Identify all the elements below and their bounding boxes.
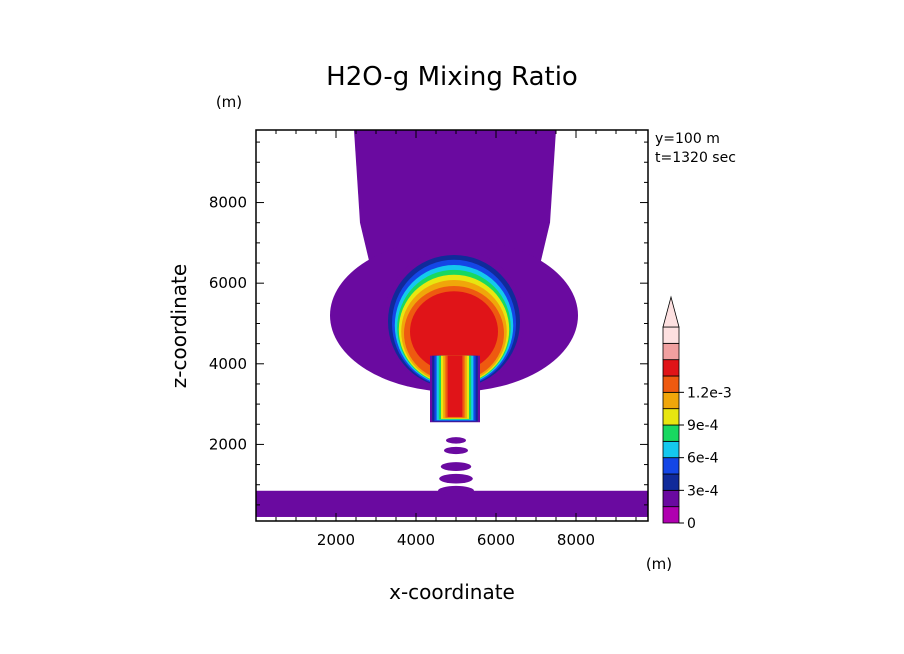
x-tick-label: 4000 bbox=[397, 531, 435, 549]
colorbar: 0 3e-4 6e-4 9e-4 1.2e-3 bbox=[662, 295, 732, 532]
colorbar-tick-label: 0 bbox=[687, 516, 696, 532]
colorbar-segment bbox=[662, 391, 680, 410]
y-tick-label: 4000 bbox=[209, 355, 247, 373]
y-tick-label: 2000 bbox=[209, 435, 247, 453]
moisture-blob bbox=[446, 437, 466, 444]
stem-contour bbox=[447, 355, 463, 417]
colorbar-segment bbox=[662, 424, 680, 442]
moisture-blob bbox=[439, 473, 473, 484]
colorbar-segment bbox=[662, 473, 680, 491]
colorbar-segment bbox=[662, 489, 680, 508]
colorbar-segment bbox=[662, 408, 680, 426]
y-tick-label: 6000 bbox=[209, 274, 247, 292]
annotation-y: y=100 m bbox=[655, 131, 720, 147]
axes: 2000 4000 6000 8000 2000 4000 6000 8000 bbox=[209, 130, 648, 549]
y-tick-label: 8000 bbox=[209, 194, 247, 212]
plot-frame bbox=[255, 129, 649, 522]
colorbar-segment bbox=[662, 375, 680, 393]
colorbar-tick-label: 1.2e-3 bbox=[687, 385, 732, 401]
colorbar-segment bbox=[662, 326, 680, 344]
colorbar-extend-arrow bbox=[662, 295, 680, 328]
moisture-blob bbox=[440, 462, 472, 472]
colorbar-segment bbox=[662, 457, 680, 475]
colorbar-tick-label: 3e-4 bbox=[687, 483, 719, 499]
x-axis-label: x-coordinate bbox=[389, 580, 515, 604]
contour-shell bbox=[410, 291, 498, 372]
chart-title: H2O-g Mixing Ratio bbox=[326, 62, 578, 92]
colorbar-segment bbox=[662, 359, 680, 377]
x-unit-label: (m) bbox=[646, 555, 672, 573]
annotation-time: t=1320 sec bbox=[655, 150, 736, 166]
x-tick-label: 8000 bbox=[557, 531, 595, 549]
colorbar-tick-label: 9e-4 bbox=[687, 418, 719, 434]
colorbar-segment bbox=[662, 440, 680, 459]
y-axis-label: z-coordinate bbox=[167, 264, 191, 388]
y-unit-label: (m) bbox=[216, 93, 242, 111]
contour-field bbox=[256, 130, 648, 517]
moisture-blob bbox=[438, 485, 474, 496]
colorbar-segment bbox=[662, 342, 680, 361]
x-tick-label: 2000 bbox=[317, 531, 355, 549]
x-tick-label: 6000 bbox=[477, 531, 515, 549]
colorbar-tick-label: 6e-4 bbox=[687, 451, 719, 467]
colorbar-segment bbox=[662, 506, 680, 524]
moisture-blob bbox=[444, 446, 468, 455]
